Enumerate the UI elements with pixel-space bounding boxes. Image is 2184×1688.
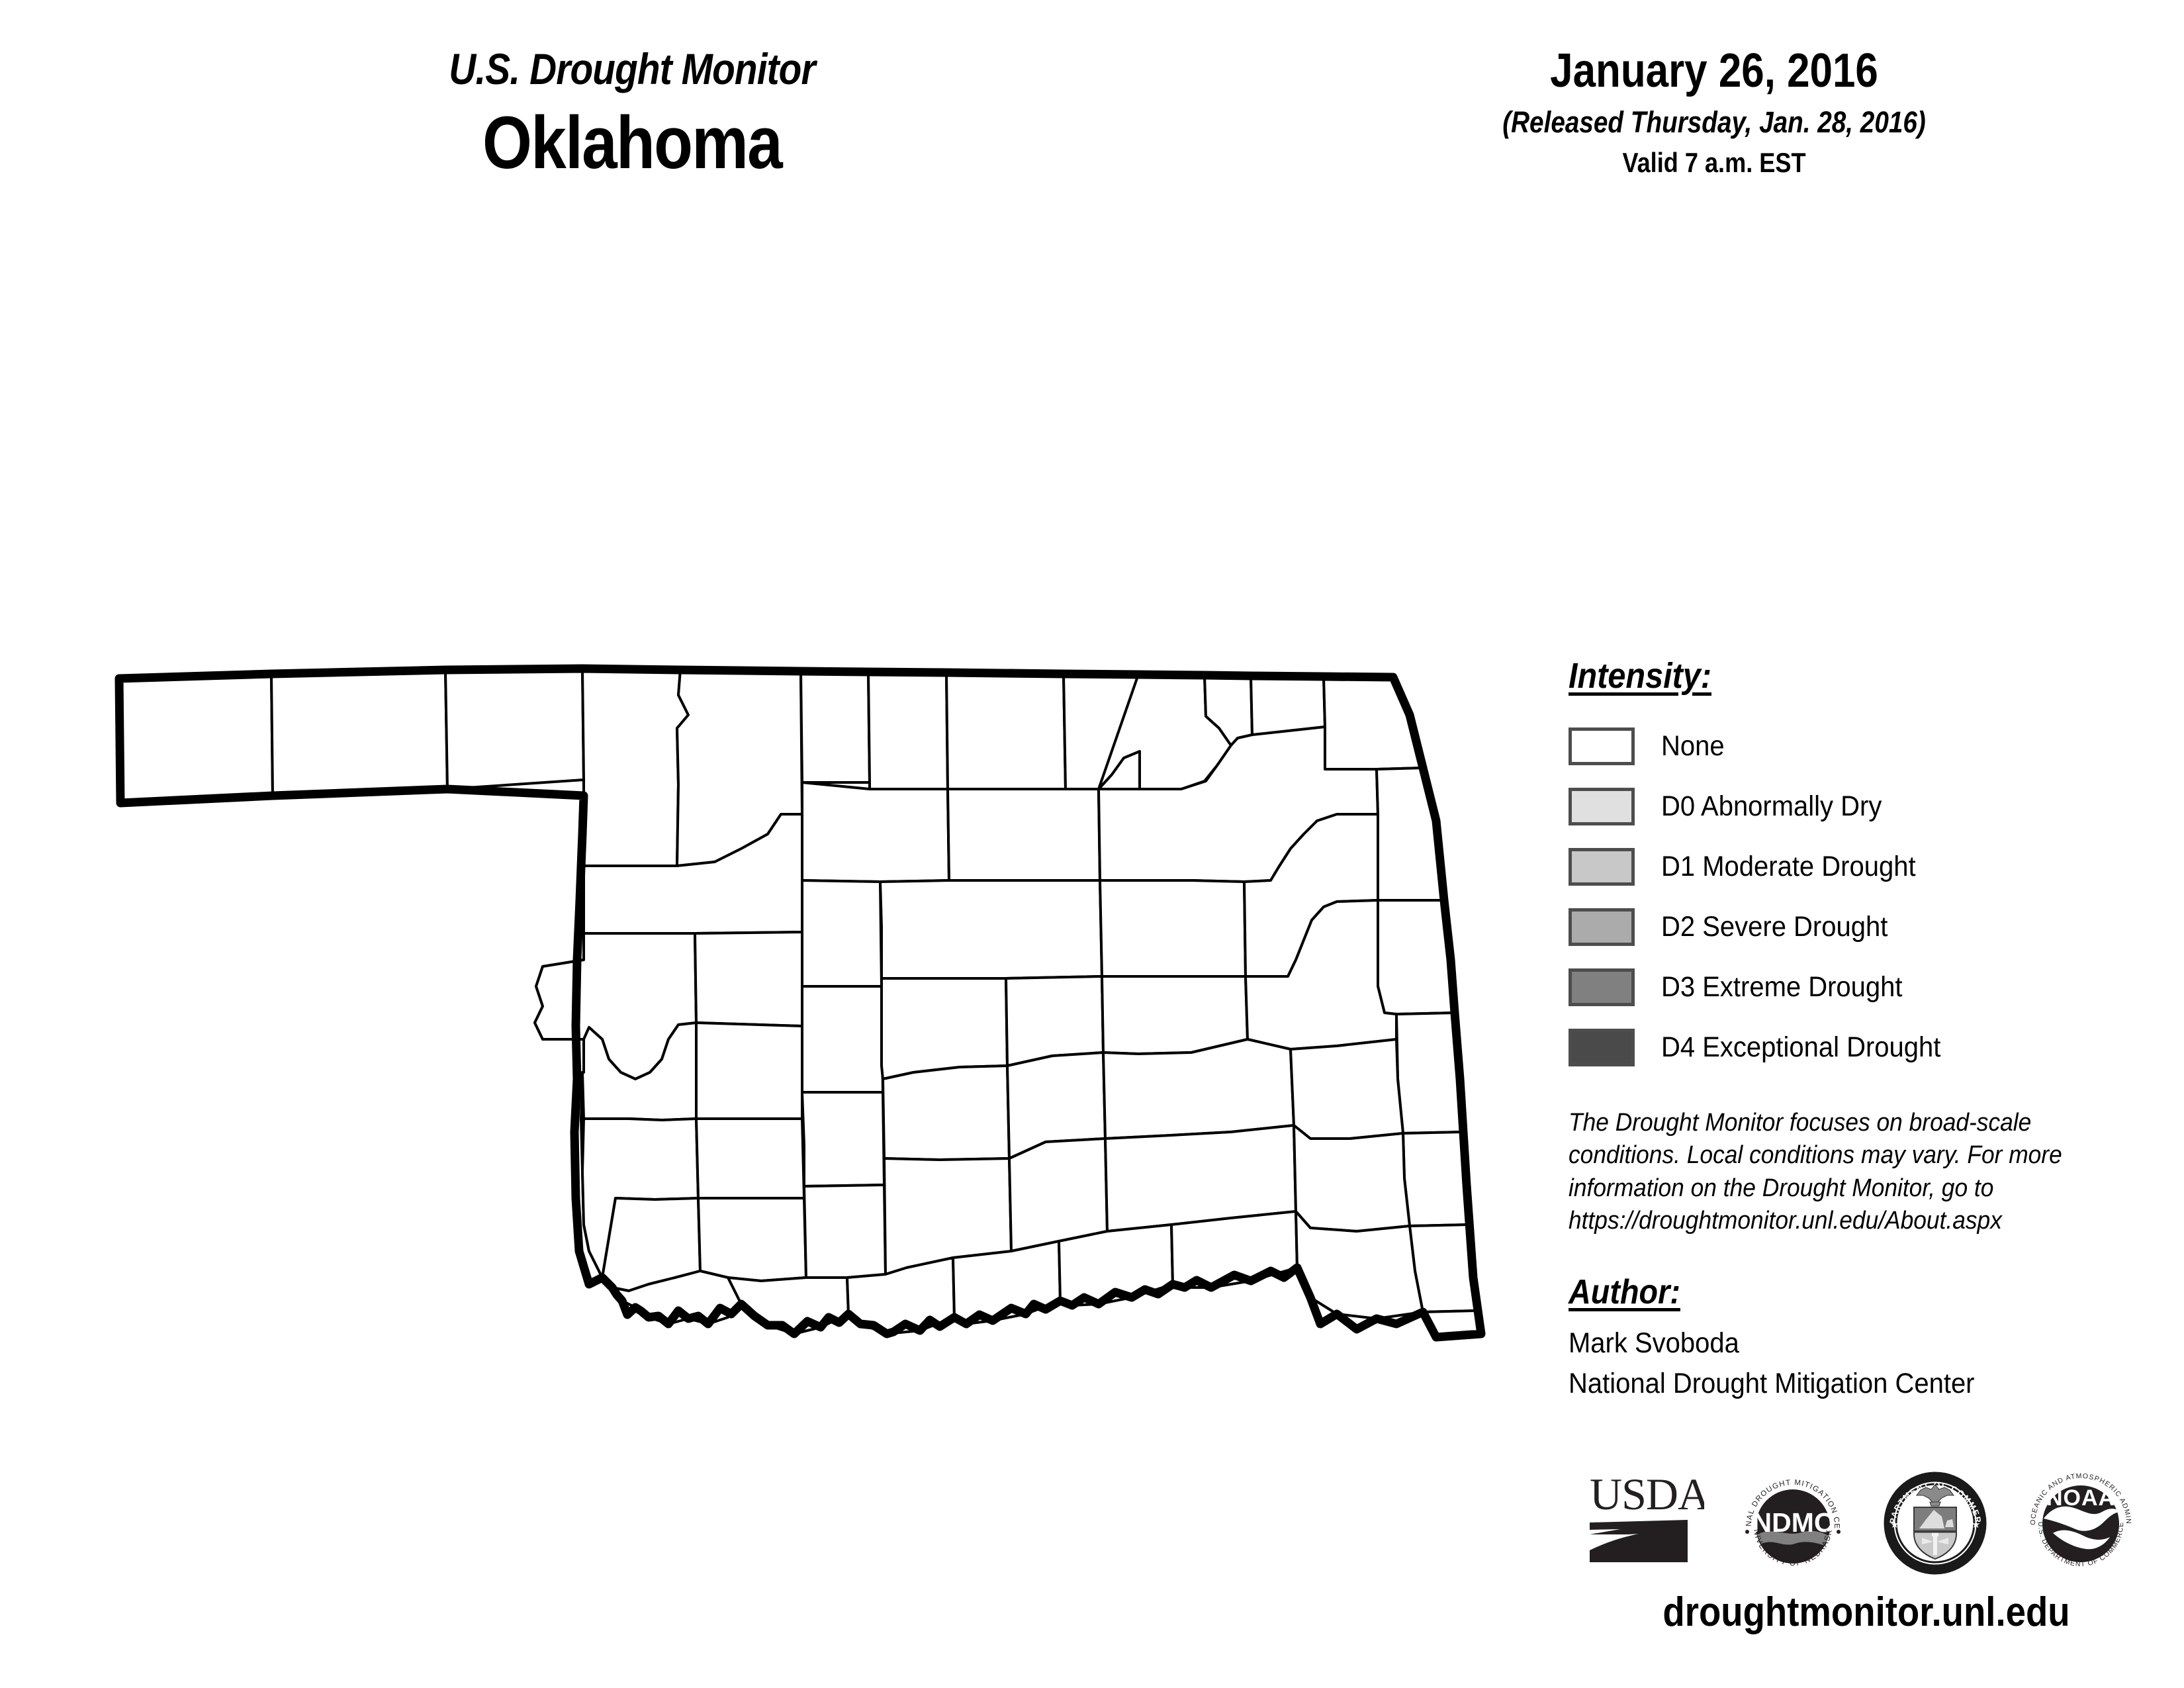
svg-text:USDA: USDA (1590, 1469, 1704, 1519)
legend-swatch-d0 (1569, 788, 1635, 825)
state-title: Oklahoma (482, 101, 783, 185)
agency-logos: USDA NDMC NATIONAL DROUGHT MITIGATION CE… (1588, 1456, 2138, 1589)
svg-text:NDMC: NDMC (1752, 1507, 1834, 1538)
program-title: U.S. Drought Monitor (449, 44, 815, 93)
legend-label-d4: D4 Exceptional Drought (1661, 1031, 1941, 1063)
commerce-seal: DEPARTMENT OF COMMERCE UNITED STATES OF … (1878, 1458, 1990, 1581)
intensity-heading: Intensity: (1569, 656, 1712, 696)
title-block: U.S. Drought Monitor Oklahoma (218, 46, 1046, 182)
date-block: January 26, 2016 (Released Thursday, Jan… (1357, 46, 2071, 178)
legend-swatch-none (1569, 727, 1635, 765)
usda-logo: USDA (1588, 1468, 1711, 1577)
legend-label-d2: D2 Severe Drought (1661, 911, 1888, 943)
author-heading: Author: (1569, 1272, 1680, 1311)
release-date-line: (Released Thursday, Jan. 28, 2016) (1502, 105, 1926, 139)
oklahoma-drought-map (79, 616, 1522, 1350)
disclaimer-text: The Drought Monitor focuses on broad-sca… (1569, 1109, 2062, 1235)
legend-item-d1: D1 Moderate Drought (1569, 837, 2164, 897)
legend-swatch-d4 (1569, 1029, 1635, 1066)
legend-item-none: None (1569, 716, 2164, 776)
legend-item-d0: D0 Abnormally Dry (1569, 776, 2164, 837)
legend-label-d1: D1 Moderate Drought (1661, 851, 1916, 882)
legend-swatch-d1 (1569, 848, 1635, 886)
valid-time-line: Valid 7 a.m. EST (1622, 147, 1806, 179)
legend-and-info-rail: Intensity: None D0 Abnormally Dry D1 Mod… (1569, 655, 2164, 1402)
state-outline (114, 664, 1486, 1342)
legend-label-none: None (1661, 730, 1725, 762)
legend-label-d0: D0 Abnormally Dry (1661, 790, 1882, 822)
intensity-legend: None D0 Abnormally Dry D1 Moderate Droug… (1569, 716, 2164, 1078)
svg-text:★: ★ (1972, 1519, 1980, 1530)
ndmc-logo: NDMC NATIONAL DROUGHT MITIGATION CENTER … (1735, 1458, 1847, 1580)
svg-text:★: ★ (1890, 1519, 1899, 1530)
oklahoma-county-map-svg (114, 664, 1486, 1342)
legend-item-d3: D3 Extreme Drought (1569, 957, 2164, 1017)
legend-swatch-d3 (1569, 968, 1635, 1006)
author-name: Mark Svoboda (1569, 1327, 1739, 1359)
author-affiliation: National Drought Mitigation Center (1569, 1367, 1975, 1399)
svg-text:NOAA: NOAA (2046, 1485, 2115, 1511)
legend-swatch-d2 (1569, 908, 1635, 946)
valid-date-heading: January 26, 2016 (1550, 44, 1878, 97)
county-layer (118, 667, 1482, 1338)
page-header: U.S. Drought Monitor Oklahoma January 26… (0, 0, 2184, 265)
noaa-logo: NOAA NATIONAL OCEANIC AND ATMOSPHERIC AD… (2021, 1458, 2138, 1581)
footer-url[interactable]: droughtmonitor.unl.edu (1662, 1589, 2070, 1635)
legend-item-d4: D4 Exceptional Drought (1569, 1017, 2164, 1078)
legend-item-d2: D2 Severe Drought (1569, 897, 2164, 957)
legend-label-d3: D3 Extreme Drought (1661, 971, 1903, 1003)
